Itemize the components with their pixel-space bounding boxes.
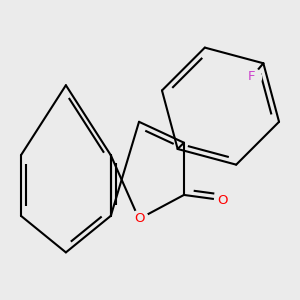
Text: O: O — [134, 212, 144, 226]
Text: O: O — [217, 194, 228, 207]
Text: F: F — [248, 70, 256, 83]
